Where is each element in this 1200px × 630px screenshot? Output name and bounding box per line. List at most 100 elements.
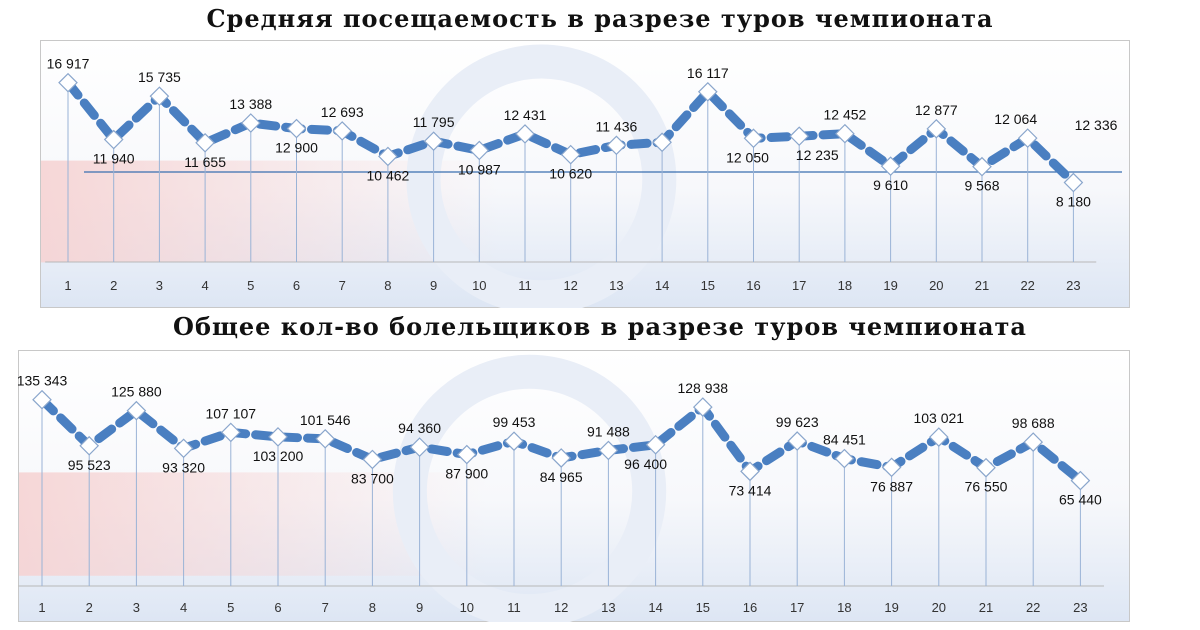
data-label: 16 917 — [47, 56, 90, 72]
data-label: 10 462 — [366, 167, 409, 183]
x-tick-label: 3 — [156, 278, 163, 293]
data-point — [645, 434, 666, 455]
data-point — [79, 435, 100, 456]
data-point — [126, 400, 147, 421]
x-tick-label: 16 — [743, 600, 757, 615]
watermark-emblem — [392, 354, 667, 622]
chart-title-avg-attendance: Средняя посещаемость в разрезе туров чем… — [206, 4, 994, 33]
x-tick-label: 6 — [293, 278, 300, 293]
data-point — [789, 126, 810, 147]
x-tick-label: 12 — [563, 278, 577, 293]
data-point — [976, 457, 996, 478]
x-tick-label: 1 — [64, 278, 71, 293]
data-label: 11 940 — [93, 151, 135, 167]
data-label: 9 568 — [964, 178, 999, 194]
x-tick-label: 13 — [609, 278, 623, 293]
data-label: 76 550 — [965, 479, 1008, 495]
x-tick-label: 4 — [180, 600, 187, 615]
data-label: 94 360 — [398, 420, 441, 436]
data-point — [834, 448, 855, 469]
data-point — [504, 431, 524, 452]
data-point — [880, 156, 901, 177]
x-tick-label: 8 — [369, 600, 376, 615]
x-tick-label: 2 — [110, 278, 117, 293]
data-label: 10 620 — [549, 166, 592, 182]
data-label: 12 431 — [504, 107, 547, 123]
data-point — [409, 437, 430, 457]
data-point — [286, 118, 307, 139]
data-label: 12 064 — [994, 111, 1037, 127]
data-point — [928, 427, 949, 447]
data-label: 91 488 — [587, 423, 630, 439]
data-label: 9 610 — [873, 177, 908, 193]
data-label: 12 336 — [1075, 117, 1118, 133]
x-tick-label: 15 — [696, 600, 710, 615]
data-label: 11 655 — [184, 154, 226, 170]
data-point — [195, 132, 215, 153]
data-label: 107 107 — [205, 405, 256, 421]
x-tick-label: 7 — [339, 278, 346, 293]
x-tick-label: 13 — [601, 600, 615, 615]
x-tick-label: 6 — [274, 600, 281, 615]
x-tick-label: 3 — [133, 600, 140, 615]
x-tick-label: 9 — [430, 278, 437, 293]
data-point — [606, 135, 627, 156]
data-label: 10 987 — [458, 161, 501, 177]
data-point — [881, 457, 902, 478]
watermark-emblem — [406, 44, 677, 308]
data-point — [32, 389, 52, 410]
x-tick-label: 2 — [86, 600, 93, 615]
x-tick-label: 11 — [518, 278, 532, 293]
data-point — [240, 113, 261, 133]
chart-title-total-fans: Общее кол-во болельщиков в разрезе туров… — [173, 312, 1027, 341]
x-tick-label: 20 — [929, 278, 943, 293]
data-label: 15 735 — [138, 69, 181, 85]
data-point — [740, 461, 760, 482]
data-point — [551, 448, 572, 468]
data-label: 99 453 — [493, 414, 536, 430]
x-tick-label: 17 — [790, 600, 804, 615]
x-tick-label: 11 — [507, 600, 521, 615]
x-tick-label: 5 — [247, 278, 254, 293]
data-label: 76 887 — [870, 478, 913, 494]
x-tick-label: 14 — [655, 278, 669, 293]
x-tick-label: 4 — [201, 278, 208, 293]
data-label: 12 452 — [823, 107, 866, 123]
data-label: 12 693 — [321, 104, 364, 120]
x-tick-label: 18 — [837, 600, 851, 615]
data-point — [598, 440, 619, 461]
data-point — [560, 144, 581, 165]
data-point — [835, 123, 855, 144]
x-tick-label: 9 — [416, 600, 423, 615]
data-point — [697, 81, 718, 102]
data-label: 96 400 — [624, 456, 667, 472]
x-tick-label: 1 — [38, 600, 45, 615]
data-point — [423, 131, 444, 152]
data-label: 11 795 — [413, 114, 455, 130]
data-point — [926, 118, 947, 139]
data-label: 128 938 — [677, 380, 728, 396]
x-tick-label: 23 — [1066, 278, 1080, 293]
data-point — [332, 121, 353, 141]
data-point — [268, 427, 288, 447]
data-label: 16 117 — [687, 65, 729, 81]
data-label: 8 180 — [1056, 194, 1091, 210]
data-label: 93 320 — [162, 459, 205, 475]
data-point — [378, 146, 398, 167]
data-point — [456, 444, 477, 465]
x-tick-label: 21 — [979, 600, 993, 615]
data-point — [1023, 432, 1044, 452]
data-point — [469, 140, 490, 161]
data-label: 83 700 — [351, 470, 394, 486]
data-point — [1070, 470, 1091, 491]
data-label: 84 451 — [823, 432, 866, 448]
data-point — [692, 397, 713, 417]
data-label: 101 546 — [300, 412, 351, 428]
x-tick-label: 12 — [554, 600, 568, 615]
data-point — [315, 428, 336, 449]
x-tick-label: 23 — [1073, 600, 1087, 615]
data-label: 95 523 — [68, 457, 111, 473]
data-label: 65 440 — [1059, 492, 1102, 508]
x-tick-label: 21 — [975, 278, 989, 293]
